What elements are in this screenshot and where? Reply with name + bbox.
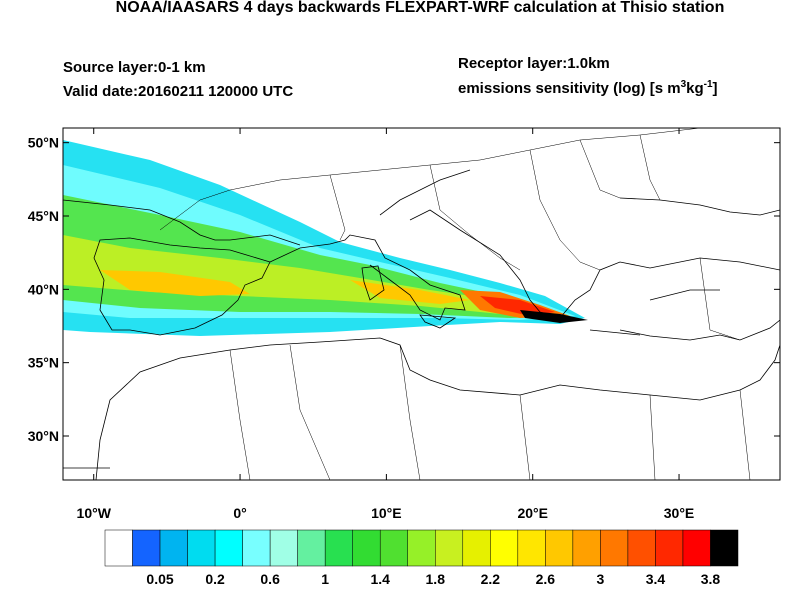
map — [63, 128, 780, 480]
colorbar-box — [379, 529, 408, 567]
x-tick-label: 10°E — [371, 505, 402, 521]
colorbar-box — [655, 529, 684, 567]
colorbar-label-part: kg — [686, 80, 704, 97]
colorbar-box — [710, 529, 739, 567]
y-tick-label: 30°N — [28, 428, 59, 444]
title: NOAA/IAASARS 4 days backwards FLEXPART-W… — [116, 0, 725, 16]
coastlines — [63, 169, 780, 480]
colorbar-label: emissions sensitivity (log) [s m3kg-1] — [458, 79, 718, 97]
colorbar-box — [242, 529, 271, 567]
colorbar-box — [682, 529, 711, 567]
colorbar-tick-label: 2.2 — [481, 571, 501, 585]
y-tick-label: 40°N — [28, 281, 59, 297]
source-layer: Source layer:0-1 km — [63, 59, 206, 76]
colorbar-box — [572, 529, 601, 567]
colorbar-box — [324, 529, 353, 567]
colorbar-box — [627, 529, 656, 567]
colorbar-box — [187, 529, 216, 567]
borders — [159, 128, 751, 480]
colorbar-box — [214, 529, 243, 567]
colorbar-box — [132, 529, 161, 567]
map-frame — [62, 127, 781, 481]
y-tick-label: 45°N — [28, 208, 59, 224]
valid-date: Valid date:20160211 120000 UTC — [63, 83, 293, 100]
colorbar-box — [490, 529, 519, 567]
y-tick-label: 50°N — [28, 135, 59, 151]
colorbar-box — [297, 529, 326, 567]
colorbar-label-part: 3 — [681, 79, 687, 90]
colorbar-box — [517, 529, 546, 567]
colorbar-label-part: emissions sensitivity (log) [s m — [458, 80, 681, 97]
colorbar-box — [600, 529, 629, 567]
colorbar-label-part: ] — [713, 80, 718, 97]
colorbar-box — [545, 529, 574, 567]
colorbar-tick-label: 1 — [321, 571, 329, 585]
x-tick-label: 0° — [233, 505, 246, 521]
colorbar-box — [462, 529, 491, 567]
colorbar-tick-label: 0.05 — [146, 571, 173, 585]
colorbar-box — [352, 529, 381, 567]
colorbar-label-part: -1 — [704, 79, 713, 90]
colorbar-box — [269, 529, 298, 567]
colorbar-tick-label: 0.2 — [205, 571, 225, 585]
colorbar-box — [435, 529, 464, 567]
x-tick-label: 10°W — [77, 505, 112, 521]
colorbar-box — [407, 529, 436, 567]
x-tick-label: 30°E — [664, 505, 695, 521]
colorbar-tick-label: 1.4 — [370, 571, 390, 585]
colorbar-tick-label: 0.6 — [260, 571, 280, 585]
colorbar-box — [159, 529, 188, 567]
receptor-layer: Receptor layer:1.0km — [458, 55, 610, 72]
colorbar-tick-label: 3.8 — [701, 571, 721, 585]
colorbar-tick-label: 3 — [596, 571, 604, 585]
plume — [63, 140, 588, 336]
colorbar-box — [104, 529, 133, 567]
colorbar-tick-label: 3.4 — [646, 571, 666, 585]
colorbar-tick-label: 1.8 — [426, 571, 446, 585]
y-tick-label: 35°N — [28, 355, 59, 371]
colorbar-tick-label: 2.6 — [536, 571, 556, 585]
x-tick-label: 20°E — [517, 505, 548, 521]
